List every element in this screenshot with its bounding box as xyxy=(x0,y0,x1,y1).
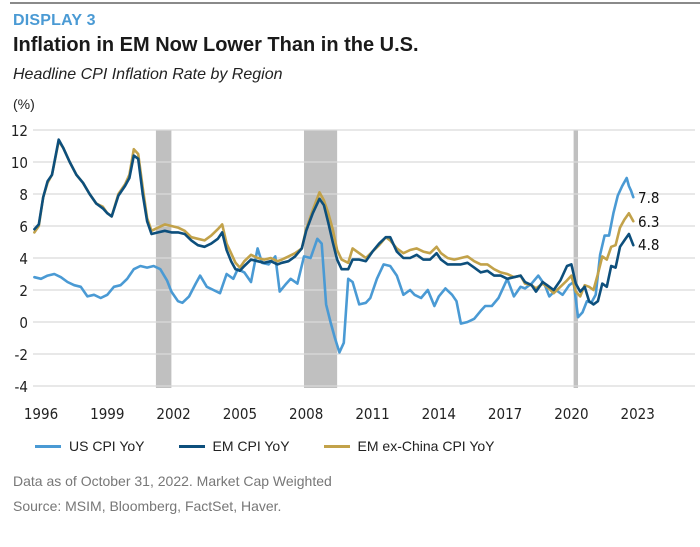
data-note: Data as of October 31, 2022. Market Cap … xyxy=(13,473,332,489)
x-tick-label: 2014 xyxy=(422,405,456,423)
top-rule xyxy=(10,2,700,4)
legend-item-em-cpi: EM CPI YoY xyxy=(178,438,290,454)
legend-label-em-ex-china-cpi: EM ex-China CPI YoY xyxy=(357,438,495,454)
x-tick-label: 1996 xyxy=(24,405,58,423)
recession-band xyxy=(573,130,579,388)
x-tick-label: 2011 xyxy=(355,405,389,423)
end-value-label: 4.8 xyxy=(638,236,659,254)
recession-band xyxy=(303,130,338,388)
x-tick-label: 2023 xyxy=(621,405,655,423)
display-label: DISPLAY 3 xyxy=(13,12,96,29)
y-axis-ticks: 12 10 8 6 4 2 0 -2 -4 xyxy=(11,122,28,396)
legend-swatch-em-cpi xyxy=(178,444,205,448)
legend-swatch-em-ex-china-cpi xyxy=(323,444,350,448)
y-tick-label: 10 xyxy=(11,154,28,172)
end-labels: 7.8 6.3 4.8 xyxy=(638,189,659,254)
y-tick-label: 2 xyxy=(19,282,28,300)
y-tick-label: 4 xyxy=(19,250,28,268)
y-tick-label: 8 xyxy=(19,186,28,204)
legend-item-us-cpi: US CPI YoY xyxy=(35,438,145,454)
y-tick-label: 6 xyxy=(19,218,28,236)
legend: US CPI YoY EM CPI YoY EM ex-China CPI Yo… xyxy=(35,438,529,454)
chart-subtitle: Headline CPI Inflation Rate by Region xyxy=(13,66,283,83)
y-tick-label: 0 xyxy=(19,314,28,332)
source-note: Source: MSIM, Bloomberg, FactSet, Haver. xyxy=(13,498,282,514)
x-tick-label: 2020 xyxy=(554,405,588,423)
y-tick-label: 12 xyxy=(11,122,28,140)
x-tick-label: 2008 xyxy=(289,405,323,423)
legend-label-em-cpi: EM CPI YoY xyxy=(212,438,290,454)
recession-band xyxy=(155,130,172,388)
y-tick-label: -2 xyxy=(15,346,28,364)
series-lines xyxy=(33,138,635,354)
chart-title: Inflation in EM Now Lower Than in the U.… xyxy=(13,34,419,56)
x-tick-label: 1999 xyxy=(90,405,124,423)
legend-item-em-ex-china-cpi: EM ex-China CPI YoY xyxy=(323,438,495,454)
x-tick-label: 2002 xyxy=(156,405,190,423)
line-chart: 12 10 8 6 4 2 0 -2 -4 1996 1999 2002 2005 2008 2011 20… xyxy=(11,122,695,423)
y-tick-label: -4 xyxy=(15,378,28,396)
legend-swatch-us-cpi xyxy=(35,444,61,448)
legend-label-us-cpi: US CPI YoY xyxy=(69,438,145,454)
x-tick-label: 2005 xyxy=(223,405,257,423)
x-axis-ticks: 1996 1999 2002 2005 2008 2011 2014 2017 2020 2023 xyxy=(24,405,655,423)
em-cpi-line xyxy=(33,138,635,306)
y-axis-unit-label: (%) xyxy=(13,96,35,112)
us-cpi-line xyxy=(33,176,635,354)
x-tick-label: 2017 xyxy=(488,405,522,423)
end-value-label: 6.3 xyxy=(638,213,659,231)
end-value-label: 7.8 xyxy=(638,189,659,207)
